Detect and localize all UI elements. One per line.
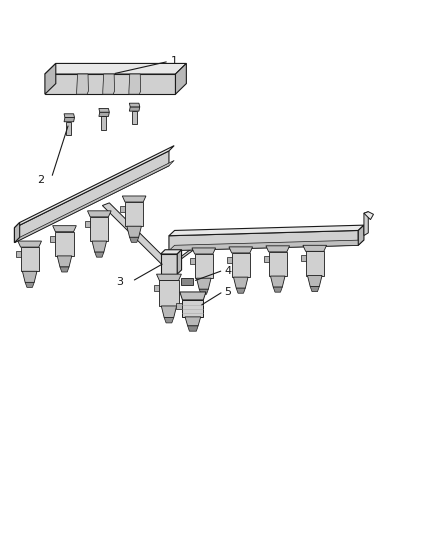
Polygon shape [176, 63, 186, 94]
Polygon shape [161, 306, 177, 318]
Text: 2: 2 [38, 175, 45, 185]
Polygon shape [177, 303, 183, 309]
Polygon shape [95, 252, 104, 257]
Polygon shape [57, 256, 72, 267]
Text: 1: 1 [171, 56, 178, 66]
Polygon shape [14, 146, 174, 228]
Polygon shape [164, 318, 174, 323]
Polygon shape [45, 74, 176, 94]
Polygon shape [306, 252, 324, 276]
Polygon shape [127, 226, 141, 237]
Polygon shape [183, 300, 203, 317]
Polygon shape [129, 107, 140, 111]
Polygon shape [364, 212, 368, 236]
Polygon shape [159, 280, 179, 306]
Polygon shape [187, 326, 198, 331]
Polygon shape [199, 289, 208, 294]
Polygon shape [50, 236, 55, 242]
Polygon shape [122, 196, 146, 202]
Polygon shape [77, 74, 88, 94]
Polygon shape [236, 288, 245, 293]
Polygon shape [14, 151, 169, 243]
Polygon shape [88, 211, 111, 217]
Polygon shape [64, 117, 74, 122]
Polygon shape [271, 276, 285, 287]
Polygon shape [266, 246, 290, 252]
Polygon shape [53, 225, 76, 232]
Polygon shape [14, 160, 174, 243]
Polygon shape [131, 111, 137, 124]
Polygon shape [55, 232, 74, 256]
Polygon shape [156, 274, 181, 280]
Polygon shape [166, 235, 214, 268]
Polygon shape [180, 292, 206, 300]
Polygon shape [18, 241, 42, 247]
Polygon shape [92, 241, 106, 252]
Polygon shape [25, 282, 34, 287]
Polygon shape [101, 116, 106, 130]
Polygon shape [233, 277, 248, 288]
Polygon shape [307, 276, 322, 287]
Polygon shape [232, 253, 250, 277]
Text: 5: 5 [225, 287, 232, 297]
Text: 3: 3 [116, 277, 123, 287]
Polygon shape [273, 287, 283, 292]
Polygon shape [303, 245, 327, 252]
Polygon shape [268, 252, 287, 276]
Polygon shape [45, 63, 186, 74]
Polygon shape [85, 221, 90, 227]
Polygon shape [301, 255, 306, 261]
Polygon shape [21, 247, 39, 271]
Polygon shape [130, 237, 139, 243]
Polygon shape [177, 250, 182, 274]
Polygon shape [66, 122, 71, 135]
Polygon shape [22, 271, 37, 282]
Polygon shape [169, 225, 364, 236]
Polygon shape [197, 278, 211, 289]
Polygon shape [60, 267, 69, 272]
Polygon shape [99, 112, 110, 116]
Text: 4: 4 [225, 266, 232, 276]
Polygon shape [120, 206, 125, 212]
Polygon shape [45, 63, 56, 94]
Polygon shape [161, 250, 182, 254]
Polygon shape [154, 285, 159, 291]
Polygon shape [125, 202, 143, 226]
Polygon shape [229, 247, 253, 253]
Polygon shape [90, 217, 109, 241]
Polygon shape [14, 222, 20, 243]
Polygon shape [102, 203, 173, 268]
Polygon shape [264, 256, 268, 262]
Polygon shape [310, 287, 319, 292]
Polygon shape [181, 278, 193, 285]
Polygon shape [185, 317, 201, 326]
Polygon shape [99, 109, 110, 112]
Polygon shape [129, 74, 141, 94]
Polygon shape [64, 114, 74, 117]
Polygon shape [16, 251, 21, 257]
Polygon shape [161, 254, 177, 274]
Polygon shape [364, 212, 374, 220]
Polygon shape [129, 103, 140, 107]
Polygon shape [194, 254, 213, 278]
Polygon shape [169, 240, 364, 251]
Polygon shape [192, 248, 215, 254]
Polygon shape [358, 225, 364, 245]
Polygon shape [169, 230, 358, 251]
Polygon shape [227, 257, 232, 263]
Polygon shape [190, 258, 194, 264]
Polygon shape [103, 74, 115, 94]
